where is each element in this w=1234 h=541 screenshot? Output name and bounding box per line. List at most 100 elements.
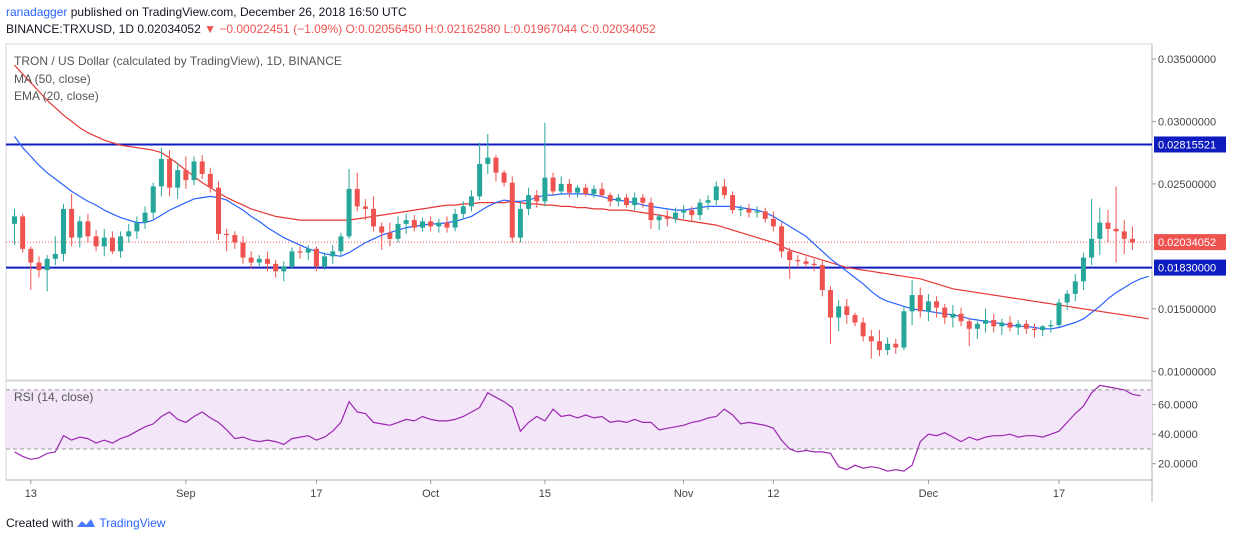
candle-up (395, 223, 401, 239)
candle-up (346, 188, 352, 237)
candle-down (566, 183, 572, 193)
candle-up (322, 256, 328, 267)
candle-down (411, 220, 417, 228)
price-axis-label: 0.01000000 (1158, 366, 1216, 378)
candle-up (1064, 293, 1070, 303)
candle-down (917, 295, 923, 312)
candle-up (477, 163, 483, 197)
candle-down (85, 221, 91, 237)
candle-down (1032, 328, 1037, 331)
candle-up (672, 212, 678, 219)
candle-up (697, 202, 703, 216)
candle-up (142, 212, 148, 223)
candle-up (558, 183, 564, 192)
candle-down (354, 188, 360, 207)
level-price-tag (1154, 136, 1226, 153)
time-axis-label: Oct (422, 488, 439, 500)
candle-down (207, 173, 213, 188)
candle-up (1072, 281, 1078, 294)
candle-down (1105, 222, 1111, 229)
candle-down (819, 265, 825, 291)
candle-up (1048, 325, 1054, 327)
candle-down (493, 157, 499, 173)
candle-down (868, 336, 874, 342)
rsi-line (14, 384, 1141, 472)
candle-down (20, 216, 26, 249)
ema20-line (14, 136, 1149, 330)
candle-down (1121, 231, 1127, 239)
candle-up (420, 221, 425, 228)
candle-up (909, 295, 915, 312)
time-axis-label: 13 (25, 488, 37, 500)
time-axis-label: Dec (919, 488, 939, 500)
candle-down (362, 206, 368, 209)
candle-down (762, 211, 768, 219)
rsi-band-fill (6, 389, 1152, 449)
candle-down (313, 248, 319, 267)
candle-up (126, 231, 132, 237)
candle-up (983, 320, 989, 324)
price-axis-label: 0.01500000 (1158, 304, 1216, 316)
candle-down (991, 320, 997, 327)
level-price-label: 0.01830000 (1158, 263, 1216, 275)
rsi-axis-label: 20.0000 (1158, 459, 1198, 471)
candle-down (444, 222, 450, 228)
legend-rsi: RSI (14, close) (14, 390, 94, 404)
candle-up (289, 251, 295, 267)
candle-down (232, 235, 238, 243)
candle-down (934, 301, 940, 308)
candle-down (876, 341, 882, 351)
candle-up (330, 251, 336, 257)
price-axis-label: 0.02500000 (1158, 179, 1216, 191)
ma50-line (14, 64, 1149, 320)
author-link[interactable]: ranadagger (6, 5, 68, 19)
candle-up (542, 177, 548, 202)
price-axis-label: 0.03000000 (1158, 116, 1216, 128)
last-price-tag (1154, 234, 1226, 251)
candle-up (1080, 257, 1086, 282)
candle-down (607, 195, 613, 202)
candle-up (885, 343, 891, 351)
candle-down (93, 236, 99, 247)
candle-up (615, 197, 621, 202)
candle-down (746, 208, 752, 213)
candle-up (12, 216, 17, 224)
legend-ema20: EMA (20, close) (14, 89, 99, 103)
candle-up (713, 186, 719, 201)
candle-up (517, 208, 523, 238)
tradingview-logo-icon (77, 519, 96, 527)
candle-up (705, 200, 711, 203)
candle-down (599, 188, 605, 196)
candle-up (118, 236, 124, 252)
candle-down (183, 170, 189, 181)
candle-down (273, 263, 279, 272)
candle-down (852, 315, 858, 323)
candle-down (640, 197, 646, 203)
candle-down (803, 261, 809, 264)
candle-down (770, 218, 776, 227)
candle-down (583, 187, 589, 194)
candle-down (379, 226, 385, 233)
created-with-label: Created with (6, 516, 74, 530)
rsi-axis-label: 40.0000 (1158, 429, 1198, 441)
legend-title: TRON / US Dollar (calculated by TradingV… (14, 54, 342, 68)
candle-up (575, 187, 581, 193)
candles-group (12, 122, 1135, 359)
candle-up (1056, 302, 1062, 326)
candle-down (428, 221, 434, 227)
candle-up (950, 313, 956, 318)
tradingview-link[interactable]: TradingView (99, 516, 166, 530)
candle-down (297, 251, 303, 253)
candle-down (1007, 322, 1013, 328)
candle-down (1023, 323, 1029, 329)
candle-down (942, 307, 948, 318)
rsi-axis-label: 60.0000 (1158, 400, 1198, 412)
candle-up (591, 188, 597, 194)
candle-up (836, 306, 842, 318)
time-axis-label: 15 (539, 488, 551, 500)
candle-down (664, 216, 670, 219)
time-axis-label: 17 (310, 488, 322, 500)
candle-up (656, 216, 662, 221)
candle-down (730, 195, 736, 211)
